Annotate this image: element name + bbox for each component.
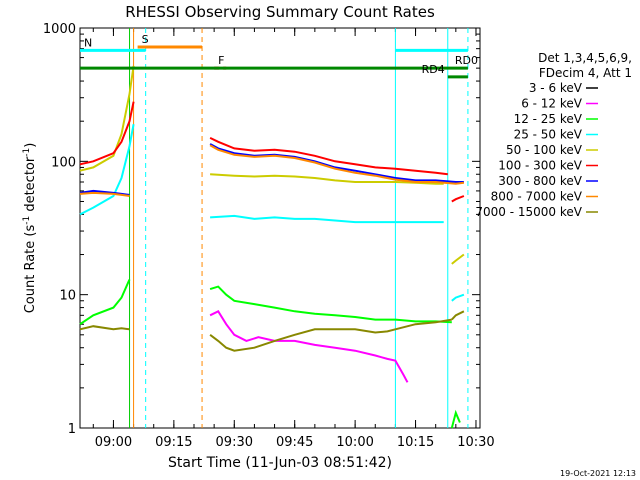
series-line	[79, 325, 130, 331]
flag-bar-label: S	[142, 33, 149, 46]
chart-title: RHESSI Observing Summary Count Rates	[125, 3, 435, 21]
series-line	[209, 144, 465, 185]
series-line	[450, 409, 461, 429]
y-tick-label: 10	[59, 289, 76, 304]
x-tick-label: 09:15	[155, 435, 192, 450]
legend-label: 7000 - 15000 keV	[475, 205, 582, 219]
x-tick-label: 10:15	[397, 435, 434, 450]
x-tick-label: 09:30	[216, 435, 253, 450]
flag-bar-label: RD4	[422, 63, 445, 76]
series-line	[79, 191, 130, 197]
series-line	[451, 293, 465, 302]
legend-label: 6 - 12 keV	[521, 97, 583, 111]
y-tick-label: 1000	[43, 22, 76, 37]
x-tick-label: 09:00	[95, 435, 132, 450]
legend-label: 800 - 7000 keV	[491, 190, 583, 204]
x-tick-label: 09:45	[276, 435, 313, 450]
x-tick-label: 10:30	[457, 435, 494, 450]
flag-bar-label: RD0	[455, 54, 478, 67]
y-axis-label: Count Rate (s-1 detector-1)	[22, 143, 38, 314]
series-line	[210, 214, 444, 224]
series-line	[79, 124, 135, 216]
legend-header-line-2: FDecim 4, Att 1	[539, 66, 632, 80]
x-axis-label: Start Time (11-Jun-03 08:51:42)	[168, 455, 392, 471]
series-line	[209, 143, 464, 183]
legend-label: 3 - 6 keV	[529, 81, 583, 95]
series-line	[79, 279, 131, 326]
series-line	[79, 101, 135, 166]
legend-label: 100 - 300 keV	[498, 159, 582, 173]
legend-label: 25 - 50 keV	[514, 128, 583, 142]
series-line	[209, 136, 448, 176]
series-line	[79, 65, 135, 172]
legend-label: 300 - 800 keV	[498, 174, 582, 188]
flag-bar-label: N	[84, 36, 92, 49]
series-line	[209, 318, 452, 352]
series-line	[209, 310, 409, 383]
series-line	[209, 285, 452, 324]
legend-label: 50 - 100 keV	[506, 143, 583, 157]
footer-timestamp: 19-Oct-2021 12:13	[560, 469, 636, 478]
series-line	[451, 253, 465, 265]
series-line	[451, 195, 465, 203]
y-tick-label: 1	[68, 422, 76, 437]
x-tick-label: 10:00	[336, 435, 373, 450]
plot-frame	[79, 27, 481, 429]
plot-area: 1 10 100 1000 09:00 09:15 09:30 09:45 10:00 10:15…	[43, 22, 495, 450]
flag-bar-label: F	[218, 54, 224, 67]
legend-header-line-1: Det 1,3,4,5,6,9,	[538, 51, 632, 65]
legend-label: 12 - 25 keV	[514, 112, 583, 126]
series-line	[451, 310, 465, 321]
y-tick-label: 100	[51, 155, 76, 170]
